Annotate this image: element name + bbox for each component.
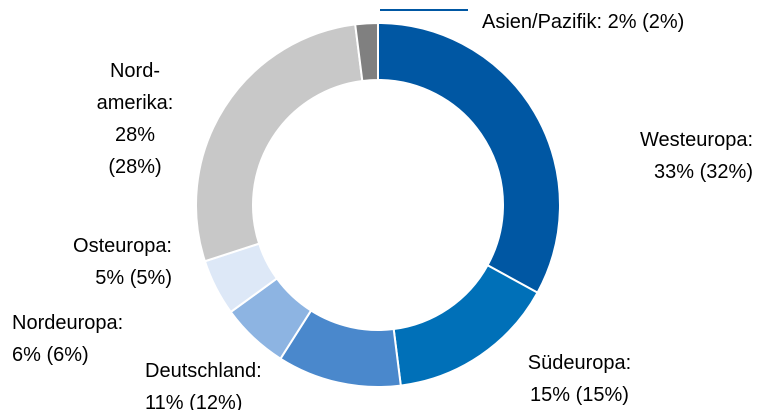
label-text: (6%) bbox=[46, 344, 89, 366]
label-text: Westeuropa: bbox=[639, 129, 753, 151]
label-text: Nordeuropa: bbox=[12, 312, 124, 334]
segment-label: Asien/Pazifik: 2% (2%) bbox=[482, 6, 762, 38]
label-text: Asien/Pazifik: bbox=[482, 11, 603, 33]
donut-segment bbox=[377, 21, 561, 295]
label-text: (15%) bbox=[575, 384, 629, 406]
label-text: 11% bbox=[145, 392, 184, 410]
label-text: (28%) bbox=[108, 156, 162, 178]
segment-label: Nord-amerika: 28% (28%) bbox=[85, 55, 185, 183]
segment-label: Westeuropa: 33% (32%) bbox=[583, 124, 753, 188]
label-text: Nord-amerika: bbox=[96, 60, 174, 114]
donut-segment bbox=[195, 23, 364, 263]
label-text: 15% bbox=[530, 384, 571, 406]
label-text: (32%) bbox=[699, 161, 753, 183]
label-text: (12%) bbox=[189, 392, 243, 410]
donut-segment bbox=[354, 21, 379, 83]
label-text: Südeuropa: bbox=[527, 352, 632, 374]
label-text: 6% bbox=[12, 344, 41, 366]
label-text: 5% bbox=[95, 267, 125, 289]
label-text: (2%) bbox=[642, 11, 685, 33]
label-text: 33% bbox=[654, 161, 695, 183]
segment-label: Osteuropa: 5% (5%) bbox=[12, 230, 172, 294]
segment-label: Nordeuropa: 6% (6%) bbox=[12, 307, 182, 371]
label-text: Osteuropa: bbox=[73, 235, 172, 257]
label-text: Deutschland: bbox=[145, 360, 262, 382]
label-text: 28% bbox=[114, 124, 156, 146]
label-text: (5%) bbox=[129, 267, 172, 289]
segment-label: Deutschland: 11% (12%) bbox=[145, 355, 315, 410]
segment-label: Südeuropa: 15% (15%) bbox=[497, 347, 662, 410]
label-text: 2% bbox=[607, 11, 637, 33]
